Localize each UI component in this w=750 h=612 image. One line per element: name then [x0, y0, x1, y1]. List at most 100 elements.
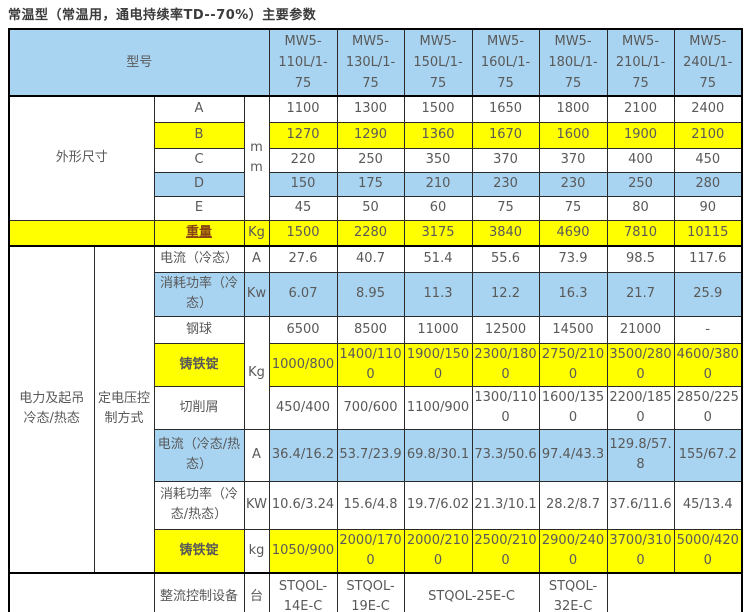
value-cell: 69.8/30.1	[403, 428, 473, 482]
value-cell: 2100	[673, 121, 743, 149]
value-cell: 45	[268, 195, 338, 221]
value-cell: 350	[403, 147, 473, 173]
value-cell: 250	[336, 147, 405, 173]
value-cell: 2280	[336, 219, 405, 247]
model-header-cell: 型号	[8, 28, 270, 97]
value-cell: 1300	[336, 95, 405, 123]
value-cell: STQOL-25E-C	[403, 571, 540, 612]
row-label: 切削屑	[153, 385, 245, 430]
dim-label-c: C	[153, 147, 245, 173]
unit-cell: KW	[243, 480, 270, 530]
value-cell: 1050/900	[268, 528, 338, 573]
unit-cell: A	[243, 245, 270, 273]
dim-row-c: C 220 250 350 370 370 400 450	[9, 147, 743, 173]
value-cell: 21000	[606, 315, 675, 344]
value-cell: 1600/1350	[538, 385, 608, 430]
model-col-2: MW5- 130L/1-75	[336, 28, 405, 97]
value-cell: 280	[673, 171, 743, 197]
value-cell: 250	[606, 171, 675, 197]
value-cell: 450/400	[268, 385, 338, 430]
dim-row-e: E 45 50 60 75 75 80 90	[9, 195, 743, 221]
power-row-consumption-coldhot: 消耗功率（冷态/热态） KW 10.6/3.24 15.6/4.8 19.7/6…	[9, 480, 743, 530]
power-section-label: 电力及起吊 冷态/热态	[8, 245, 95, 573]
value-cell: 60	[403, 195, 473, 221]
value-cell: 1300/1100	[471, 385, 540, 430]
value-cell: 6.07	[268, 271, 338, 317]
spec-table: 型号 MW5- 110L/1-75 MW5- 130L/1-75 MW5- 150L/…	[8, 28, 744, 612]
value-cell: 1500	[403, 95, 473, 123]
weight-row: 重量 Kg 1500 2280 3175 3840 4690 7810 1011…	[8, 219, 743, 247]
row-label: 钢球	[153, 315, 245, 344]
value-cell: 10115	[673, 219, 743, 247]
dim-label-e: E	[153, 195, 245, 221]
dims-unit: mm	[243, 95, 270, 221]
value-cell: 11.3	[403, 271, 473, 317]
header-row: 型号 MW5- 110L/1-75 MW5- 130L/1-75 MW5- 150L/…	[8, 28, 743, 97]
value-cell: 117.6	[673, 245, 743, 273]
value-cell: 2400	[673, 95, 743, 123]
value-cell: 1000/800	[268, 342, 338, 387]
value-cell: 2850/2250	[673, 385, 743, 430]
value-cell: 12.2	[471, 271, 540, 317]
row-label: 电流（冷态/热态）	[153, 428, 245, 482]
value-cell: -	[673, 315, 743, 344]
dim-label-b: B	[153, 121, 245, 149]
value-cell: 370	[538, 147, 608, 173]
value-cell: 2300/1800	[471, 342, 540, 387]
value-cell: 2000/1700	[336, 528, 405, 573]
power-row-chips: 切削屑 450/400 700/600 1100/900 1300/1100 1…	[9, 385, 743, 430]
value-cell: 10.6/3.24	[268, 480, 338, 530]
value-cell: 51.4	[403, 245, 473, 273]
value-cell: STQOL-32E-C	[538, 571, 608, 612]
model-col-5: MW5- 180L/1-75	[538, 28, 608, 97]
value-cell: STQOL-14E-C	[268, 571, 338, 612]
dim-row-b: B 1270 1290 1360 1670 1600 1900 2100	[9, 121, 743, 149]
value-cell: 8500	[336, 315, 405, 344]
row-label: 铸铁锭	[153, 528, 245, 573]
value-cell: 1900	[606, 121, 675, 149]
value-cell: 50	[336, 195, 405, 221]
unit-cell: Kw	[243, 271, 270, 317]
accessories-section-label: 设备成套性	[8, 571, 155, 612]
value-cell: 3500/2800	[606, 342, 675, 387]
power-row-steel-balls: 钢球 Kg 6500 8500 11000 12500 14500 21000 …	[9, 315, 743, 430]
value-cell: 73.3/50.6	[471, 428, 540, 482]
value-cell: 1900/1500	[403, 342, 473, 387]
value-cell: 21.7	[606, 271, 675, 317]
value-cell: 155/67.2	[673, 428, 743, 482]
power-row-ingot-1: 铸铁锭 1000/800 1400/1100 1900/1500 2300/18…	[9, 342, 743, 387]
value-cell: 19.7/6.02	[403, 480, 473, 530]
value-cell: 2000/2100	[403, 528, 473, 573]
unit-cell: 台	[243, 571, 270, 612]
value-cell: 370	[471, 147, 540, 173]
value-cell: 3175	[403, 219, 473, 247]
value-cell: 4690	[538, 219, 608, 247]
value-cell: 4600/3800	[673, 342, 743, 387]
value-cell: 98.5	[606, 245, 675, 273]
value-cell: 90	[673, 195, 743, 221]
dim-label-a: A	[153, 95, 245, 123]
value-cell: 1100	[268, 95, 338, 123]
model-col-3: MW5- 150L/1-75	[403, 28, 473, 97]
value-cell: 2200/1850	[606, 385, 675, 430]
row-label: 整流控制设备	[153, 571, 245, 612]
model-col-4: MW5- 160L/1-75	[471, 28, 540, 97]
value-cell: 40.7	[336, 245, 405, 273]
dim-label-d: D	[153, 171, 245, 197]
value-cell: 12500	[471, 315, 540, 344]
value-cell: 15.6/4.8	[336, 480, 405, 530]
value-cell: 75	[538, 195, 608, 221]
value-cell: 210	[403, 171, 473, 197]
unit-cell: Kg	[243, 315, 270, 430]
value-cell: 129.8/57.8	[606, 428, 675, 482]
page-title: 常温型（常温用，通电持续率TD--70%）主要参数	[8, 8, 317, 23]
value-cell: 55.6	[471, 245, 540, 273]
value-cell: 1500	[268, 219, 338, 247]
unit-cell: A	[243, 428, 270, 482]
value-cell: 1400/1100	[336, 342, 405, 387]
value-cell: 37.6/11.6	[606, 480, 675, 530]
value-cell: 27.6	[268, 245, 338, 273]
value-cell: 73.9	[538, 245, 608, 273]
value-cell: 1800	[538, 95, 608, 123]
weight-spacer-cell	[8, 219, 155, 247]
